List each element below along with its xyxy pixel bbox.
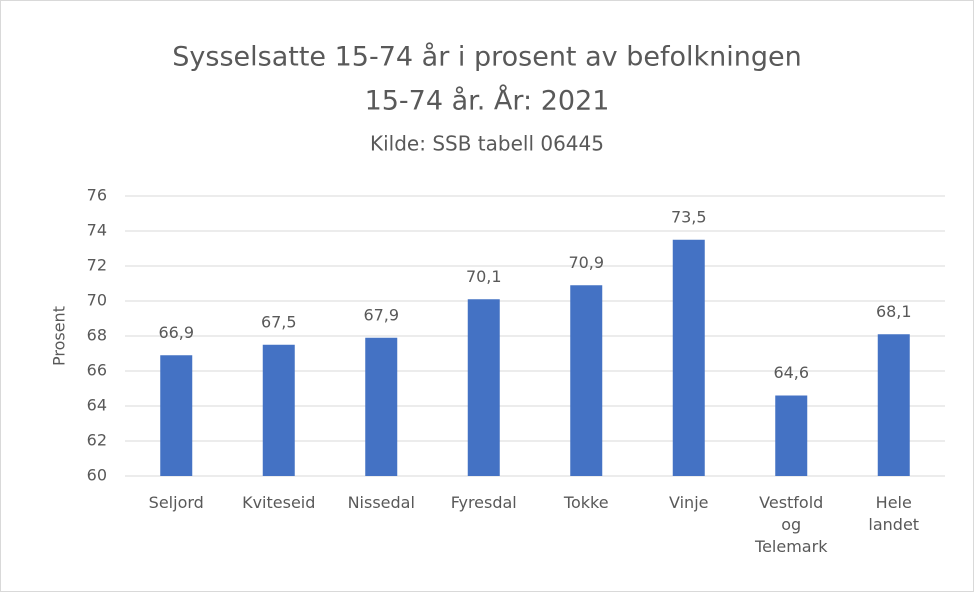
x-tick-label: Seljord (124, 492, 228, 514)
x-tick-label: Kviteseid (227, 492, 331, 514)
bar (365, 337, 398, 476)
data-label: 67,5 (261, 312, 297, 331)
y-tick-label: 74 (87, 221, 107, 240)
x-tick-label: Vinje (637, 492, 741, 514)
chart-title: Sysselsatte 15-74 år i prosent av befolk… (172, 42, 801, 73)
data-label: 66,9 (158, 323, 194, 342)
y-tick-label: 68 (87, 326, 107, 345)
x-tick-label: Fyresdal (432, 492, 536, 514)
x-tick-text: Tokke (563, 493, 609, 512)
y-tick-label: 62 (87, 431, 107, 450)
bar (570, 285, 603, 476)
bar (160, 355, 193, 476)
data-label: 67,9 (363, 305, 399, 324)
x-tick-text: Nissedal (347, 493, 415, 512)
x-tick-text: Fyresdal (450, 493, 517, 512)
y-tick-label: 66 (87, 361, 107, 380)
x-tick-text: Seljord (148, 493, 204, 512)
chart-subtitle: Kilde: SSB tabell 06445 (370, 132, 604, 156)
y-tick-label: 72 (87, 256, 107, 275)
bar (467, 299, 500, 476)
x-tick-label: Hele landet (842, 492, 946, 536)
data-label: 73,5 (671, 207, 707, 226)
bar (775, 395, 808, 476)
y-tick-label: 76 (87, 186, 107, 205)
data-label: 70,1 (466, 267, 502, 286)
x-tick-label: Nissedal (329, 492, 433, 514)
y-axis-label: Prosent (50, 306, 69, 366)
x-tick-text: Kviteseid (242, 493, 316, 512)
bar (877, 334, 910, 476)
x-tick-text: Vestfold og Telemark (755, 493, 828, 556)
x-tick-label: Vestfold og Telemark (739, 492, 843, 558)
bar (262, 344, 295, 476)
chart-title: 15-74 år. År: 2021 (365, 85, 610, 117)
bar (672, 239, 705, 476)
y-tick-label: 64 (87, 396, 107, 415)
x-tick-text: Hele landet (868, 493, 920, 534)
x-tick-label: Tokke (534, 492, 638, 514)
y-tick-label: 60 (87, 466, 107, 485)
x-tick-text: Vinje (669, 493, 709, 512)
data-label: 64,6 (773, 363, 809, 382)
y-tick-label: 70 (87, 291, 107, 310)
data-label: 68,1 (876, 302, 912, 321)
data-label: 70,9 (568, 253, 604, 272)
